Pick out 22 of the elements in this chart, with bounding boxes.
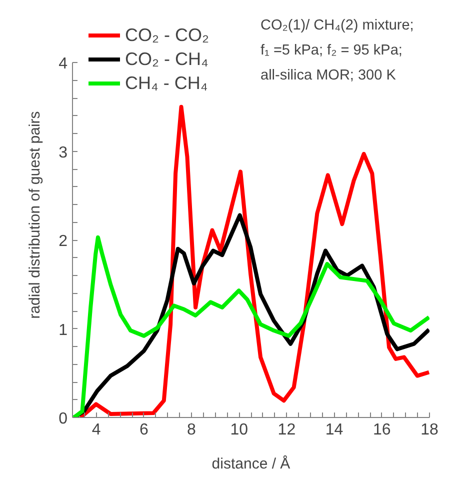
x-tick-label: 18 [420,422,438,438]
text: f₁ =5 kPa; f₂ = 95 kPa; [260,42,402,58]
x-tick-label: 8 [187,422,196,438]
y-axis-title: radial distribution of guest pairs [26,111,44,319]
line-series [78,104,430,418]
legend-label: CO₂ - CO₂ [125,24,209,46]
x-axis-title: distance / Å [212,454,290,472]
y-tick-label: 1 [58,322,68,339]
x-tick-label: 4 [92,422,101,438]
y-tick-label: 2 [58,233,68,250]
y-tick-label: 3 [58,144,68,162]
y-tick-label: 0 [58,410,68,428]
x-tick-label: 6 [139,422,148,438]
x-tick-label: 12 [278,422,296,438]
y-tick-label: 4 [58,56,68,72]
legend-label: CO₂ - CH₄ [125,48,208,70]
x-tick-label: 16 [373,422,391,438]
annotation: all-silica MOR; 300 K [260,68,396,84]
text: CO₂(1)/ CH₄(2) mixture; [260,18,414,34]
x-tick-label: 14 [325,422,344,438]
legend-label: CH₄ - CH₄ [125,72,208,94]
x-tick-label: 10 [230,422,248,438]
